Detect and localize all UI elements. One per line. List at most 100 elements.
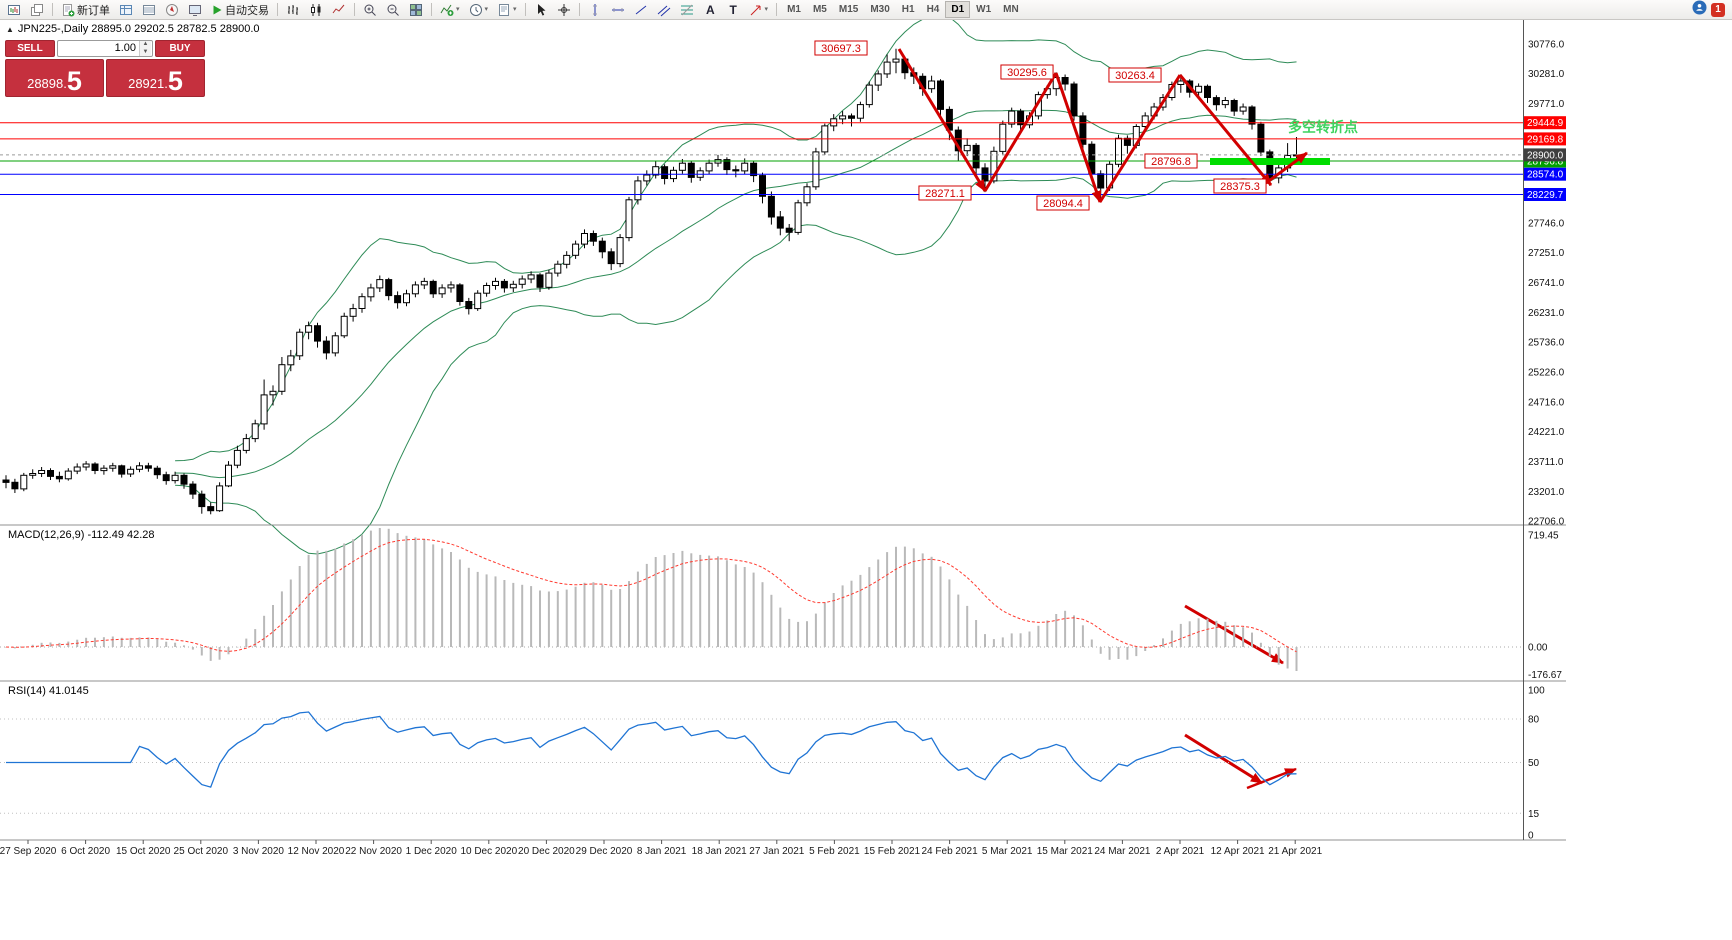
svg-text:A: A [706,3,715,17]
svg-text:0: 0 [1528,831,1534,842]
zoom-in-icon[interactable] [359,1,381,19]
svg-text:23711.0: 23711.0 [1528,457,1564,468]
svg-text:26231.0: 26231.0 [1528,308,1565,319]
svg-text:0.00: 0.00 [1528,643,1548,654]
community-icon[interactable] [1692,0,1707,20]
volume-up-button[interactable]: ▲ [140,41,151,49]
svg-text:15: 15 [1528,809,1540,820]
timeframe-w1-button[interactable]: W1 [970,1,997,18]
arrows-tool-icon[interactable]: ▾ [745,1,773,19]
timeframe-m5-button[interactable]: M5 [807,1,833,18]
timeframe-mn-button[interactable]: MN [997,1,1025,18]
macd-label: MACD(12,26,9) -112.49 42.28 [8,529,155,541]
price-callouts[interactable]: 30697.3 30295.6 30263.4 28271.1 28094.4 28796… [814,40,1358,211]
svg-text:30295.6: 30295.6 [1007,67,1047,79]
market-watch-icon[interactable] [115,1,137,19]
timeframe-toolbar: M1 M5 M15 M30 H1 H4 D1 W1 MN [781,1,1025,18]
svg-text:27 Sep 2020: 27 Sep 2020 [0,846,57,857]
pane-separators[interactable] [0,524,1566,841]
new-chart-icon[interactable] [3,1,25,19]
volume-input[interactable]: 1.00 ▲ ▼ [57,40,153,57]
svg-text:1 Dec 2020: 1 Dec 2020 [406,846,458,857]
svg-text:25736.0: 25736.0 [1528,337,1565,348]
svg-text:26741.0: 26741.0 [1528,278,1565,289]
svg-text:29169.8: 29169.8 [1527,134,1564,145]
timeframe-d1-button[interactable]: D1 [945,1,971,18]
timeframe-m15-button[interactable]: M15 [833,1,864,18]
turning-point-label: 多空转折点 [1288,119,1358,135]
volume-spinner: ▲ ▼ [139,41,151,56]
bar-chart-icon[interactable] [282,1,304,19]
svg-text:12 Apr 2021: 12 Apr 2021 [1211,846,1265,857]
timeframe-h4-button[interactable]: H4 [921,1,946,18]
trendline-tool-icon[interactable] [630,1,652,19]
svg-text:22706.0: 22706.0 [1528,517,1565,528]
cursor-icon[interactable] [530,1,552,19]
terminal-icon[interactable] [184,1,206,19]
bollinger-bands [175,20,1297,555]
notification-badge[interactable]: 1 [1711,2,1725,17]
tile-windows-icon[interactable] [405,1,427,19]
sell-price-button[interactable]: 28898. 5 [5,59,104,97]
chart-canvas[interactable]: 30697.3 30295.6 30263.4 28271.1 28094.4 28796… [0,20,1732,940]
toolbar-separator [776,3,778,16]
macd-pane: MACD(12,26,9) -112.49 42.28 719.45 0.00 -17… [0,528,1562,681]
vertical-line-tool-icon[interactable] [584,1,606,19]
candlestick-chart-icon[interactable] [305,1,327,19]
autotrading-button[interactable]: 自动交易 [207,1,273,19]
timeframe-m30-button[interactable]: M30 [864,1,895,18]
price-axis[interactable]: 30776.0 30281.0 29771.0 27746.0 27251.0 26741… [1524,40,1566,528]
navigator-icon[interactable] [161,1,183,19]
dropdown-caret-icon: ▾ [456,6,460,13]
autotrading-play-icon [213,5,222,14]
svg-text:27746.0: 27746.0 [1528,219,1565,230]
svg-text:24716.0: 24716.0 [1528,398,1565,409]
svg-text:28900.0: 28900.0 [1527,150,1564,161]
zoom-out-icon[interactable] [382,1,404,19]
horizontal-line-tool-icon[interactable] [607,1,629,19]
svg-text:27 Jan 2021: 27 Jan 2021 [749,846,804,857]
text-tool-icon[interactable]: A [699,1,721,19]
svg-text:3 Nov 2020: 3 Nov 2020 [233,846,285,857]
svg-text:24 Mar 2021: 24 Mar 2021 [1094,846,1151,857]
main-toolbar: 新订单 自动交易 ▾ ▾ ▾ A T ▾ M1 M5 M15 M30 H1 H4 D1 W1 M… [0,0,1732,20]
date-axis[interactable]: 27 Sep 2020 6 Oct 2020 15 Oct 2020 25 Oct 2… [0,840,1323,857]
svg-text:-176.67: -176.67 [1528,670,1562,681]
buy-price-pip: 5 [167,66,183,97]
horizontal-lines[interactable] [0,122,1523,195]
svg-text:6 Oct 2020: 6 Oct 2020 [61,846,110,857]
text-label-tool-icon[interactable]: T [722,1,744,19]
new-order-button[interactable]: 新订单 [57,1,114,19]
svg-text:100: 100 [1528,686,1545,697]
buy-price-button[interactable]: 28921. 5 [106,59,205,97]
channel-tool-icon[interactable] [653,1,675,19]
volume-down-button[interactable]: ▼ [140,48,151,56]
svg-text:28574.0: 28574.0 [1527,170,1564,181]
data-window-icon[interactable] [138,1,160,19]
fibonacci-tool-icon[interactable] [676,1,698,19]
candles [2,48,1300,515]
new-order-icon [63,3,75,16]
toolbar-separator [277,3,278,16]
chart-title: JPN225-,Daily 28895.0 29202.5 28782.5 28… [17,23,260,35]
templates-icon[interactable]: ▾ [493,1,521,19]
timeframe-m1-button[interactable]: M1 [781,1,807,18]
profiles-icon[interactable] [26,1,48,19]
indicators-icon[interactable]: ▾ [436,1,464,19]
svg-text:29771.0: 29771.0 [1528,99,1565,110]
svg-text:30776.0: 30776.0 [1528,40,1565,51]
dropdown-caret-icon: ▾ [484,6,489,13]
buy-button[interactable]: BUY [155,40,205,57]
periods-icon[interactable]: ▾ [465,1,493,19]
line-chart-icon[interactable] [328,1,350,19]
svg-text:30281.0: 30281.0 [1528,69,1565,80]
svg-text:15 Oct 2020: 15 Oct 2020 [116,846,171,857]
svg-text:15 Feb 2021: 15 Feb 2021 [864,846,921,857]
trend-arrows[interactable] [897,48,1308,790]
crosshair-icon[interactable] [553,1,575,19]
new-order-label: 新订单 [77,4,110,17]
trade-panel-collapse-icon[interactable]: ▲ [6,24,14,34]
sell-button[interactable]: SELL [5,40,55,57]
svg-text:29444.9: 29444.9 [1527,118,1564,129]
timeframe-h1-button[interactable]: H1 [896,1,921,18]
